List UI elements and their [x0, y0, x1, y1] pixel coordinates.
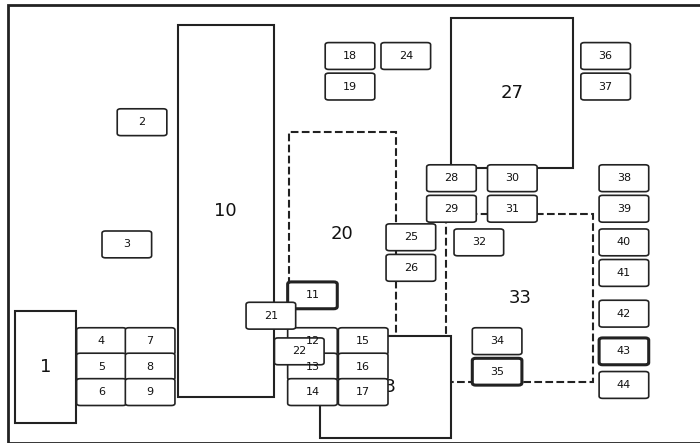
Text: 14: 14 — [305, 387, 319, 397]
Text: 7: 7 — [146, 336, 154, 346]
Text: 25: 25 — [404, 232, 418, 242]
Text: 13: 13 — [305, 361, 319, 372]
Text: 43: 43 — [617, 346, 631, 356]
Text: 11: 11 — [305, 290, 319, 300]
Text: 38: 38 — [617, 173, 631, 183]
Text: 20: 20 — [331, 225, 354, 243]
FancyBboxPatch shape — [386, 254, 435, 281]
FancyBboxPatch shape — [288, 353, 337, 380]
FancyBboxPatch shape — [326, 73, 374, 100]
FancyBboxPatch shape — [599, 195, 649, 222]
FancyBboxPatch shape — [76, 328, 126, 354]
FancyBboxPatch shape — [487, 165, 537, 192]
FancyBboxPatch shape — [274, 338, 324, 365]
FancyBboxPatch shape — [117, 109, 167, 136]
FancyBboxPatch shape — [386, 224, 435, 251]
Text: 27: 27 — [500, 84, 524, 102]
Text: 2: 2 — [139, 117, 146, 127]
Text: 37: 37 — [598, 82, 612, 92]
FancyBboxPatch shape — [326, 43, 374, 70]
FancyBboxPatch shape — [581, 43, 631, 70]
FancyBboxPatch shape — [599, 338, 649, 365]
FancyBboxPatch shape — [581, 73, 631, 100]
Text: 19: 19 — [343, 82, 357, 92]
FancyBboxPatch shape — [246, 302, 295, 329]
FancyBboxPatch shape — [454, 229, 503, 256]
Text: 22: 22 — [292, 346, 307, 356]
Text: 30: 30 — [505, 173, 519, 183]
Text: 31: 31 — [505, 204, 519, 214]
Text: 12: 12 — [305, 336, 319, 346]
FancyBboxPatch shape — [599, 165, 649, 192]
Text: 21: 21 — [264, 311, 278, 321]
Text: 42: 42 — [617, 309, 631, 319]
FancyBboxPatch shape — [102, 231, 152, 258]
FancyBboxPatch shape — [338, 353, 388, 380]
Bar — [320, 336, 452, 438]
FancyBboxPatch shape — [76, 353, 126, 380]
FancyBboxPatch shape — [76, 379, 126, 405]
Text: 17: 17 — [356, 387, 370, 397]
Text: 34: 34 — [490, 336, 504, 346]
Text: 15: 15 — [356, 336, 370, 346]
Text: 39: 39 — [617, 204, 631, 214]
Text: 4: 4 — [98, 336, 105, 346]
Text: 33: 33 — [508, 289, 531, 307]
Text: 8: 8 — [146, 361, 154, 372]
FancyBboxPatch shape — [487, 195, 537, 222]
FancyBboxPatch shape — [338, 328, 388, 354]
FancyBboxPatch shape — [288, 379, 337, 405]
Text: 18: 18 — [343, 51, 357, 61]
FancyBboxPatch shape — [288, 282, 337, 309]
Text: 26: 26 — [404, 263, 418, 273]
FancyBboxPatch shape — [125, 379, 175, 405]
Text: 9: 9 — [146, 387, 154, 397]
FancyBboxPatch shape — [473, 358, 522, 385]
Bar — [447, 214, 594, 382]
FancyBboxPatch shape — [426, 195, 476, 222]
Text: 6: 6 — [98, 387, 105, 397]
Text: 36: 36 — [598, 51, 612, 61]
Bar — [289, 132, 395, 336]
Text: 35: 35 — [490, 367, 504, 377]
Text: 16: 16 — [356, 361, 370, 372]
Bar — [452, 18, 573, 168]
FancyBboxPatch shape — [473, 328, 522, 354]
Text: 3: 3 — [123, 239, 130, 249]
FancyBboxPatch shape — [599, 300, 649, 327]
Bar — [15, 311, 76, 423]
Text: 23: 23 — [374, 378, 397, 396]
Text: 24: 24 — [399, 51, 413, 61]
Text: 29: 29 — [444, 204, 458, 214]
FancyBboxPatch shape — [599, 372, 649, 398]
Text: 5: 5 — [98, 361, 105, 372]
FancyBboxPatch shape — [125, 328, 175, 354]
FancyBboxPatch shape — [599, 229, 649, 256]
FancyBboxPatch shape — [338, 379, 388, 405]
Text: 40: 40 — [617, 237, 631, 247]
FancyBboxPatch shape — [288, 328, 337, 354]
Text: 44: 44 — [617, 380, 631, 390]
FancyBboxPatch shape — [599, 260, 649, 286]
Text: 10: 10 — [214, 202, 237, 220]
Text: 41: 41 — [617, 268, 631, 278]
FancyBboxPatch shape — [426, 165, 476, 192]
Text: 32: 32 — [472, 237, 486, 247]
Text: 28: 28 — [444, 173, 458, 183]
FancyBboxPatch shape — [125, 353, 175, 380]
Text: 1: 1 — [40, 358, 51, 376]
Bar — [178, 25, 274, 397]
FancyBboxPatch shape — [381, 43, 430, 70]
